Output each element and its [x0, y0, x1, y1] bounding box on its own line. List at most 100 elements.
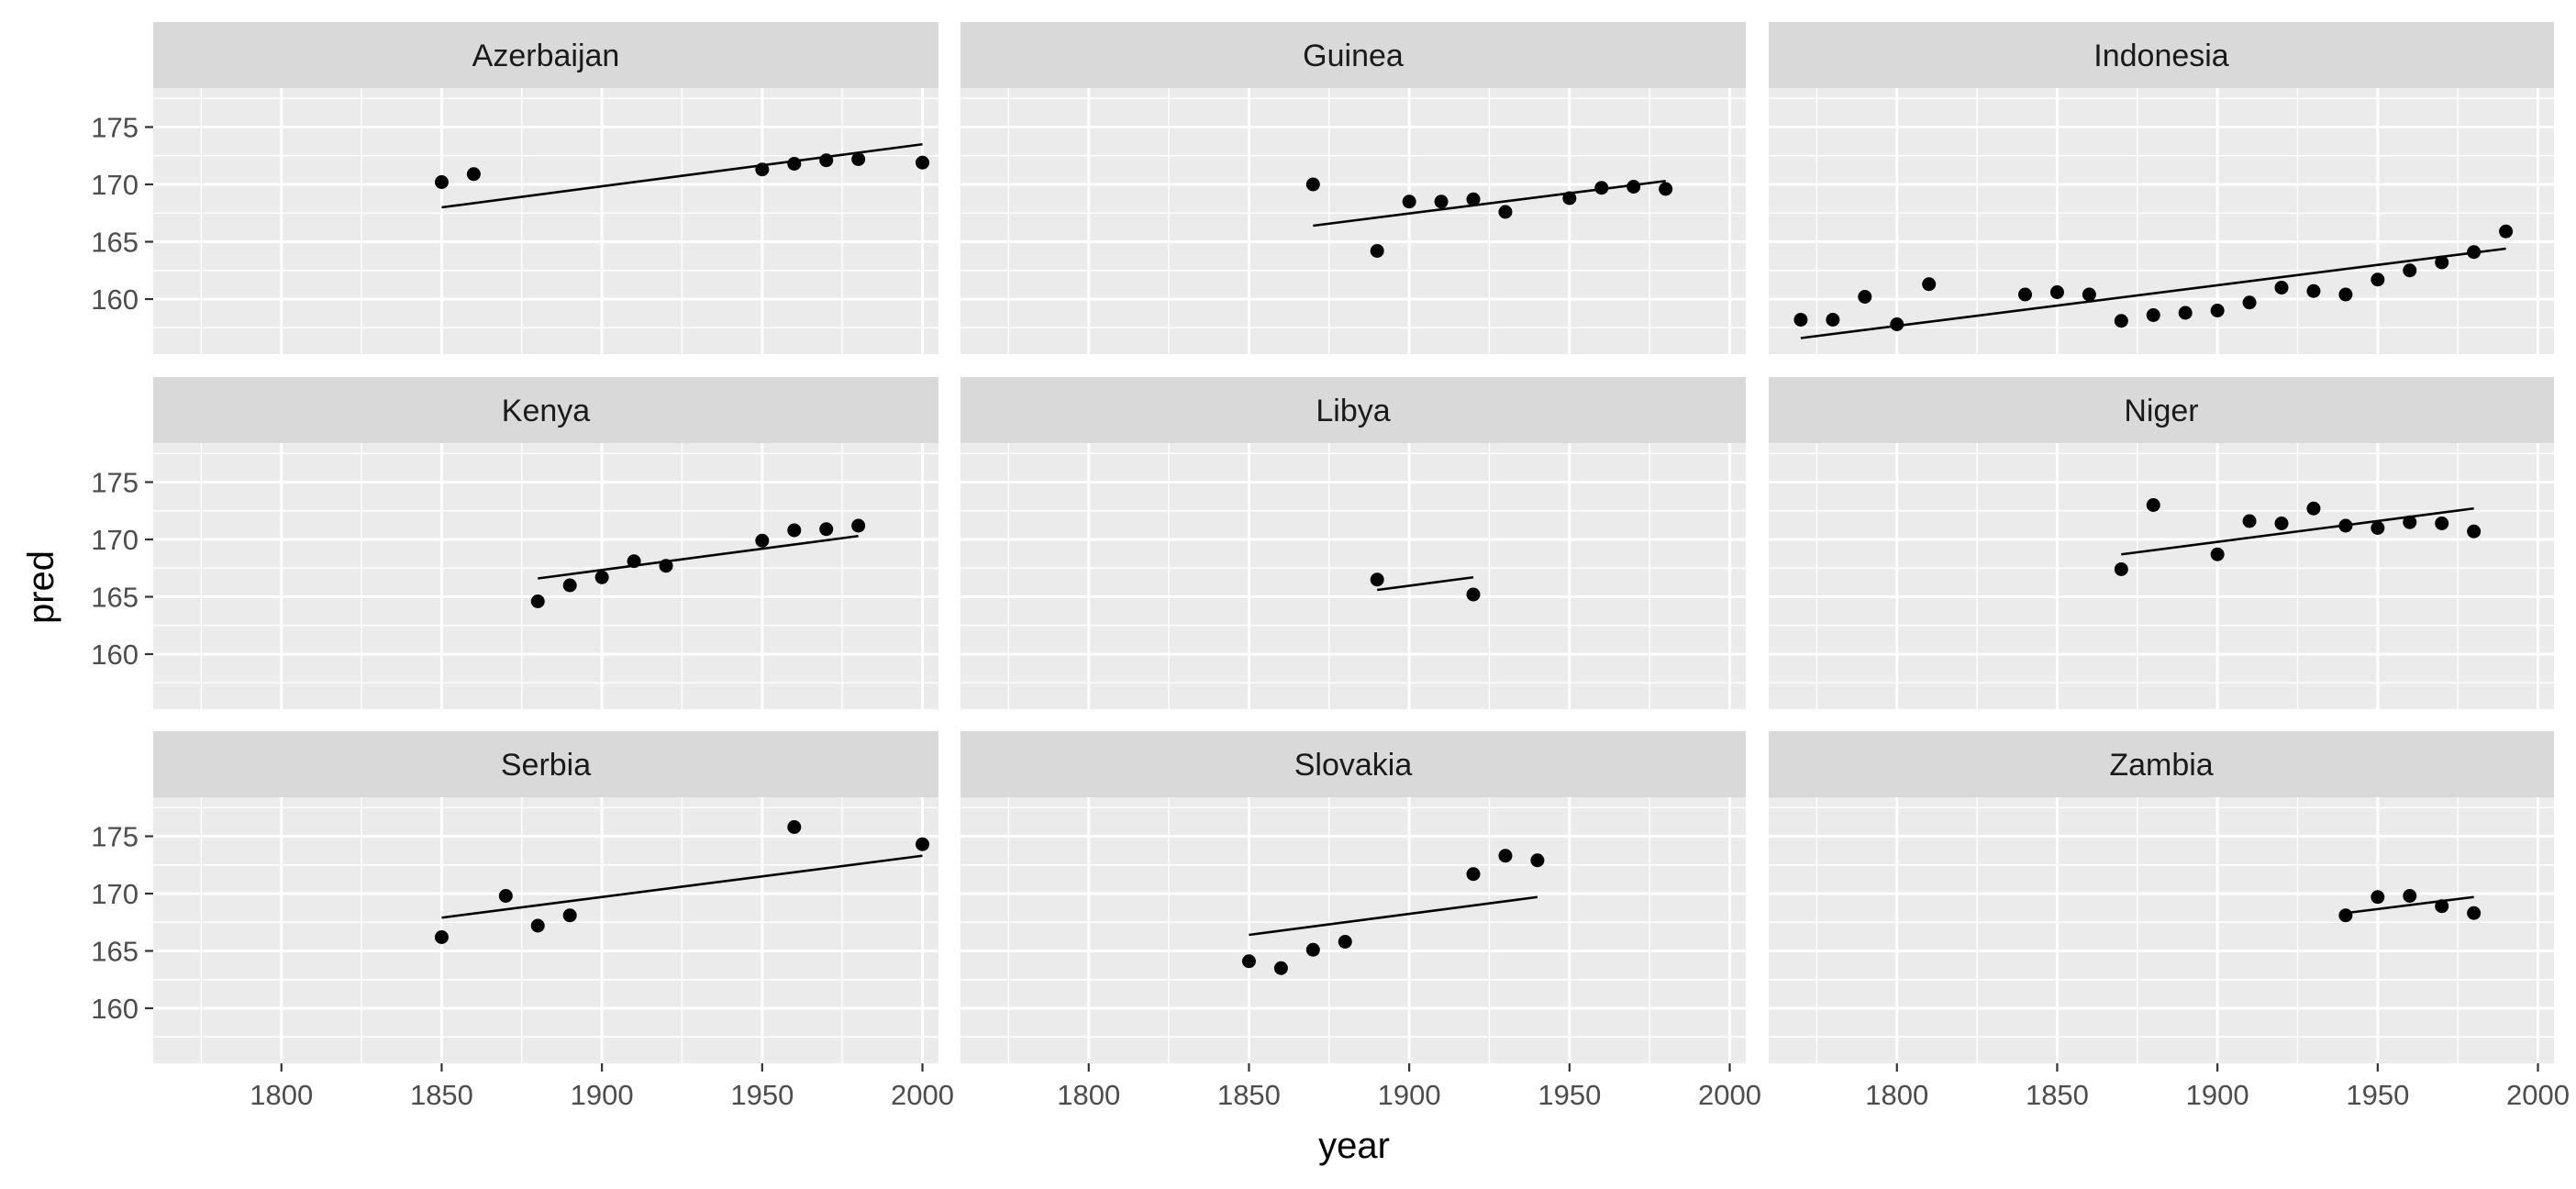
facet-slovakia: Slovakia: [960, 731, 1746, 1063]
data-point: [1890, 317, 1904, 331]
panel-background: [1769, 443, 2554, 709]
data-point: [2114, 314, 2128, 328]
data-point: [755, 162, 770, 177]
x-tick-label: 1950: [2346, 1079, 2409, 1111]
data-point: [787, 157, 802, 171]
x-axis-title: year: [1318, 1126, 1390, 1166]
facet-title: Azerbaijan: [472, 39, 620, 73]
data-point: [2274, 281, 2289, 294]
fit-line: [2121, 506, 2474, 556]
facet-title: Kenya: [502, 394, 590, 428]
facet-kenya: Kenya: [153, 377, 938, 709]
data-point: [2306, 501, 2321, 516]
y-tick-label: 170: [91, 878, 139, 910]
data-point: [2114, 562, 2128, 576]
facet-strip: [960, 377, 1746, 443]
data-point: [2403, 889, 2417, 903]
panel-background: [153, 443, 938, 709]
data-point: [916, 837, 930, 851]
data-point: [434, 930, 449, 944]
x-tick-label: 2000: [2506, 1079, 2570, 1111]
data-point: [2435, 517, 2449, 530]
facet-strip: [153, 22, 938, 88]
facet-serbia: Serbia: [153, 731, 938, 1063]
data-point: [1402, 194, 1416, 209]
data-point: [2403, 515, 2417, 529]
y-tick-label: 160: [91, 639, 139, 671]
data-point: [787, 523, 802, 538]
data-point: [1498, 205, 1513, 219]
data-point: [2049, 285, 2064, 299]
y-tick-label: 175: [91, 467, 139, 499]
data-point: [562, 578, 577, 593]
x-tick-label: 2000: [891, 1079, 954, 1111]
data-point: [1466, 587, 1481, 602]
data-point: [819, 522, 834, 537]
data-point: [2242, 295, 2257, 310]
data-point: [1434, 194, 1449, 209]
x-tick-label: 1850: [410, 1079, 473, 1111]
facet-zambia: Zambia: [1769, 731, 2554, 1063]
data-point: [1466, 192, 1481, 206]
fit-line: [441, 854, 923, 919]
data-point: [498, 889, 513, 903]
x-tick-label: 1800: [1057, 1079, 1120, 1111]
data-point: [2338, 518, 2353, 533]
facet-azerbaijan: Azerbaijan: [153, 22, 938, 354]
data-point: [1305, 942, 1320, 957]
data-point: [1793, 313, 1808, 327]
data-point: [2435, 255, 2449, 270]
data-point: [2178, 306, 2193, 320]
x-tick-label: 1800: [1865, 1079, 1928, 1111]
data-point: [594, 570, 609, 584]
facet-title: Guinea: [1303, 39, 1404, 73]
data-point: [851, 518, 866, 533]
facet-guinea: Guinea: [960, 22, 1746, 354]
fit-line: [441, 142, 923, 209]
data-point: [530, 918, 545, 933]
data-point: [819, 153, 834, 168]
data-point: [2082, 287, 2096, 302]
data-point: [1922, 277, 1937, 292]
data-point: [2274, 517, 2289, 530]
facet-strip: [153, 731, 938, 797]
data-point: [2371, 521, 2385, 535]
x-tick-label: 1850: [2026, 1079, 2089, 1111]
panel-background: [153, 797, 938, 1063]
facet-strip: [153, 377, 938, 443]
data-point: [1826, 313, 1840, 327]
y-tick-label: 165: [91, 936, 139, 968]
facet-strip: [960, 731, 1746, 797]
data-point: [1858, 290, 1872, 304]
data-point: [1627, 180, 1641, 194]
y-tick-label: 165: [91, 227, 139, 259]
facet-indonesia: Indonesia: [1769, 22, 2554, 354]
shared-axes: 160 165 170 175 160 165 170 175 160 165 170 175 1800…: [91, 112, 2570, 1112]
y-tick-label: 170: [91, 524, 139, 556]
data-point: [530, 594, 545, 608]
data-point: [1562, 191, 1577, 206]
fit-line: [1377, 575, 1474, 592]
data-point: [1659, 182, 1673, 196]
data-point: [2467, 524, 2482, 539]
panel-background: [960, 443, 1746, 709]
fit-line: [538, 534, 859, 580]
facet-strip: [1769, 731, 2554, 797]
data-point: [434, 175, 449, 189]
data-point: [1370, 572, 1384, 587]
data-point: [1594, 181, 1609, 195]
data-point: [2467, 245, 2482, 260]
facet-title: Indonesia: [2093, 39, 2229, 73]
x-tick-label: 1900: [2186, 1079, 2249, 1111]
y-tick-label: 175: [91, 821, 139, 853]
data-point: [2306, 283, 2321, 298]
data-point: [627, 554, 641, 569]
data-point: [787, 820, 802, 834]
data-point: [2210, 304, 2225, 317]
panel-background: [1769, 88, 2554, 354]
y-tick-label: 170: [91, 169, 139, 201]
data-point: [2338, 908, 2353, 923]
data-point: [1530, 853, 1545, 868]
data-point: [659, 559, 673, 573]
data-point: [1273, 961, 1288, 975]
